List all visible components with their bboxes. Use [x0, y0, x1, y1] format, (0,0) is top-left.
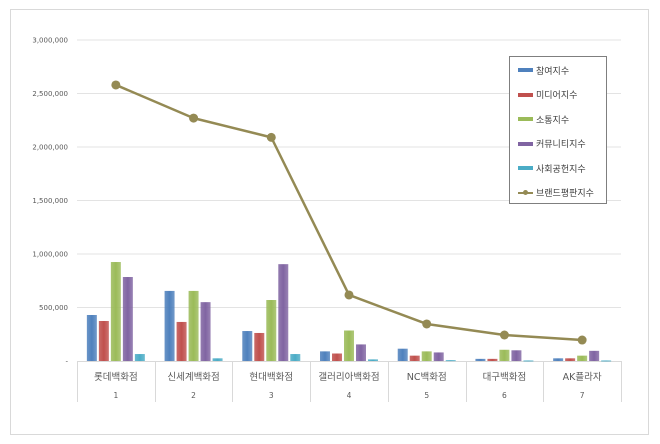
bar-2 — [254, 332, 265, 361]
legend-item: 참여지수 — [518, 63, 569, 77]
bar-4 — [511, 350, 522, 361]
category-rank: 1 — [113, 391, 118, 400]
bar-2 — [332, 353, 342, 361]
line-marker — [422, 319, 432, 329]
bar-1 — [475, 358, 486, 361]
category-label: AK플라자 — [563, 372, 602, 383]
category-rank: 3 — [269, 391, 274, 400]
category-rank: 7 — [580, 391, 585, 400]
bar-3 — [344, 330, 354, 361]
category-label: 신세계백화점 — [167, 371, 219, 383]
bar-3 — [499, 349, 510, 361]
bar-5 — [290, 354, 301, 361]
legend-label: 사회공헌지수 — [536, 164, 586, 175]
category-rank: 4 — [347, 391, 352, 400]
bar-2 — [176, 321, 187, 361]
legend-line-marker-icon — [518, 189, 533, 195]
category-rank: 5 — [424, 391, 429, 400]
bar-2 — [98, 320, 109, 361]
category-rank: 6 — [502, 391, 507, 400]
bar-1 — [553, 358, 564, 361]
legend-item: 미디어지수 — [518, 88, 577, 102]
bar-5 — [134, 354, 145, 361]
bar-4 — [200, 302, 211, 361]
y-tick-label: 3,000,000 — [32, 37, 68, 45]
bar-2 — [487, 358, 498, 361]
line-marker — [266, 132, 276, 142]
legend-label: 미디어지수 — [536, 91, 578, 101]
category-label: 현대백화점 — [249, 371, 293, 383]
y-tick-label: 1,500,000 — [32, 197, 68, 205]
bar-2 — [565, 358, 576, 361]
legend-item: 커뮤니티지수 — [518, 137, 586, 151]
bar-5 — [601, 360, 612, 362]
legend-item: 소통지수 — [518, 112, 569, 126]
y-tick-label: 2,500,000 — [32, 90, 68, 98]
bar-4 — [433, 352, 444, 361]
category-rank: 2 — [191, 391, 196, 400]
category-label: 갤러리아백화점 — [318, 371, 379, 383]
category-label: 대구백화점 — [483, 371, 527, 383]
category-label: 롯데백화점 — [94, 371, 138, 383]
bar-1 — [320, 351, 330, 361]
line-marker — [499, 330, 509, 340]
bar-5 — [212, 358, 223, 361]
legend-color-swatch-icon — [518, 68, 533, 72]
line-marker — [344, 290, 354, 300]
legend-color-swatch-icon — [518, 117, 533, 121]
bar-4 — [589, 350, 600, 361]
bar-3 — [188, 290, 199, 361]
bar-5 — [523, 360, 534, 362]
bar-1 — [397, 348, 408, 361]
line-marker — [111, 80, 121, 90]
legend-label: 브랜드평판지수 — [536, 189, 594, 199]
legend-item: 브랜드평판지수 — [518, 186, 594, 200]
bar-4 — [356, 344, 366, 361]
bar-3 — [421, 351, 432, 361]
bar-1 — [242, 331, 253, 361]
bar-3 — [577, 355, 588, 361]
legend-label: 커뮤니티지수 — [536, 140, 586, 150]
bar-4 — [122, 277, 133, 361]
legend-color-swatch-icon — [518, 141, 533, 146]
y-tick-label: - — [65, 358, 68, 366]
bar-3 — [110, 262, 121, 361]
legend-item: 사회공헌지수 — [518, 161, 586, 175]
y-tick-label: 2,000,000 — [32, 144, 68, 152]
bar-5 — [368, 359, 378, 361]
y-tick-label: 1,000,000 — [32, 251, 68, 259]
y-tick-label: 500,000 — [39, 304, 68, 312]
line-marker — [189, 113, 199, 123]
bar-3 — [266, 300, 277, 361]
category-label: NC백화점 — [407, 371, 447, 383]
bar-2 — [409, 355, 420, 361]
legend-label: 참여지수 — [536, 66, 570, 77]
legend-label: 소통지수 — [536, 115, 570, 126]
legend-color-swatch-icon — [518, 166, 533, 170]
bar-1 — [164, 290, 175, 361]
bar-4 — [278, 264, 289, 361]
line-marker — [577, 335, 587, 345]
bar-5 — [445, 360, 456, 362]
bar-1 — [86, 314, 97, 361]
legend-color-swatch-icon — [518, 92, 533, 97]
